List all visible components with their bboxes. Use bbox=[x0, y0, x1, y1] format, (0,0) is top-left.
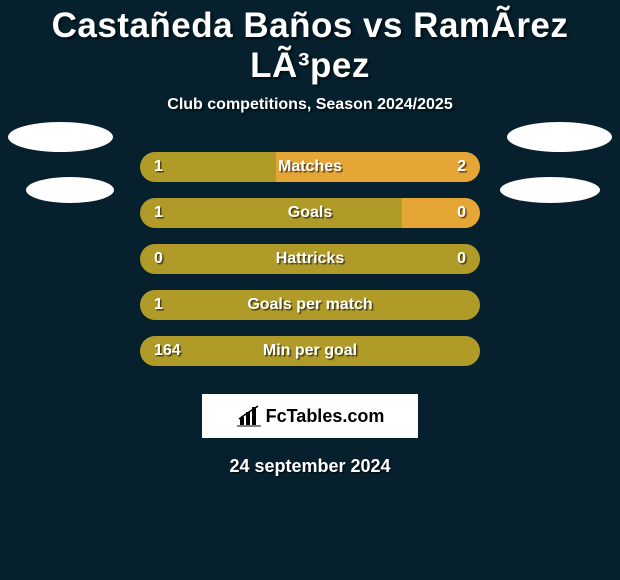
player-photo-right-1 bbox=[507, 122, 612, 152]
stat-label: Goals per match bbox=[140, 290, 480, 320]
logo-text: FcTables.com bbox=[266, 406, 385, 427]
stat-row-hattricks: Hattricks0 0 bbox=[140, 244, 480, 274]
stat-value-left: 1 bbox=[154, 198, 163, 228]
stat-row-min-per-goal: Min per goal164 bbox=[140, 336, 480, 366]
stat-label: Min per goal bbox=[140, 336, 480, 366]
player-photo-left-1 bbox=[8, 122, 113, 152]
source-logo: FcTables.com bbox=[202, 394, 418, 438]
bar-chart-icon bbox=[236, 405, 262, 427]
stat-bars: Matches12Goals10Hattricks00Goals per mat… bbox=[0, 152, 620, 382]
stat-value-right: 0 bbox=[457, 198, 466, 228]
stat-value-left: 1 bbox=[154, 290, 163, 320]
stat-value-left: 1 bbox=[154, 152, 163, 182]
stat-value-right: 0 bbox=[457, 244, 466, 274]
stat-row-matches: Matches1 2 bbox=[140, 152, 480, 182]
comparison-card: Castañeda Baños vs RamÃ­rez LÃ³pez Club … bbox=[0, 0, 620, 580]
stat-value-left: 164 bbox=[154, 336, 181, 366]
stat-value-left: 0 bbox=[154, 244, 163, 274]
date-label: 24 september 2024 bbox=[0, 456, 620, 477]
page-title: Castañeda Baños vs RamÃ­rez LÃ³pez bbox=[0, 0, 620, 86]
stat-label: Goals bbox=[140, 198, 480, 228]
stat-row-goals: Goals1 0 bbox=[140, 198, 480, 228]
stat-label: Hattricks bbox=[140, 244, 480, 274]
stat-value-right: 2 bbox=[457, 152, 466, 182]
subtitle: Club competitions, Season 2024/2025 bbox=[0, 96, 620, 114]
stat-label: Matches bbox=[140, 152, 480, 182]
stat-row-goals-per-match: Goals per match1 bbox=[140, 290, 480, 320]
